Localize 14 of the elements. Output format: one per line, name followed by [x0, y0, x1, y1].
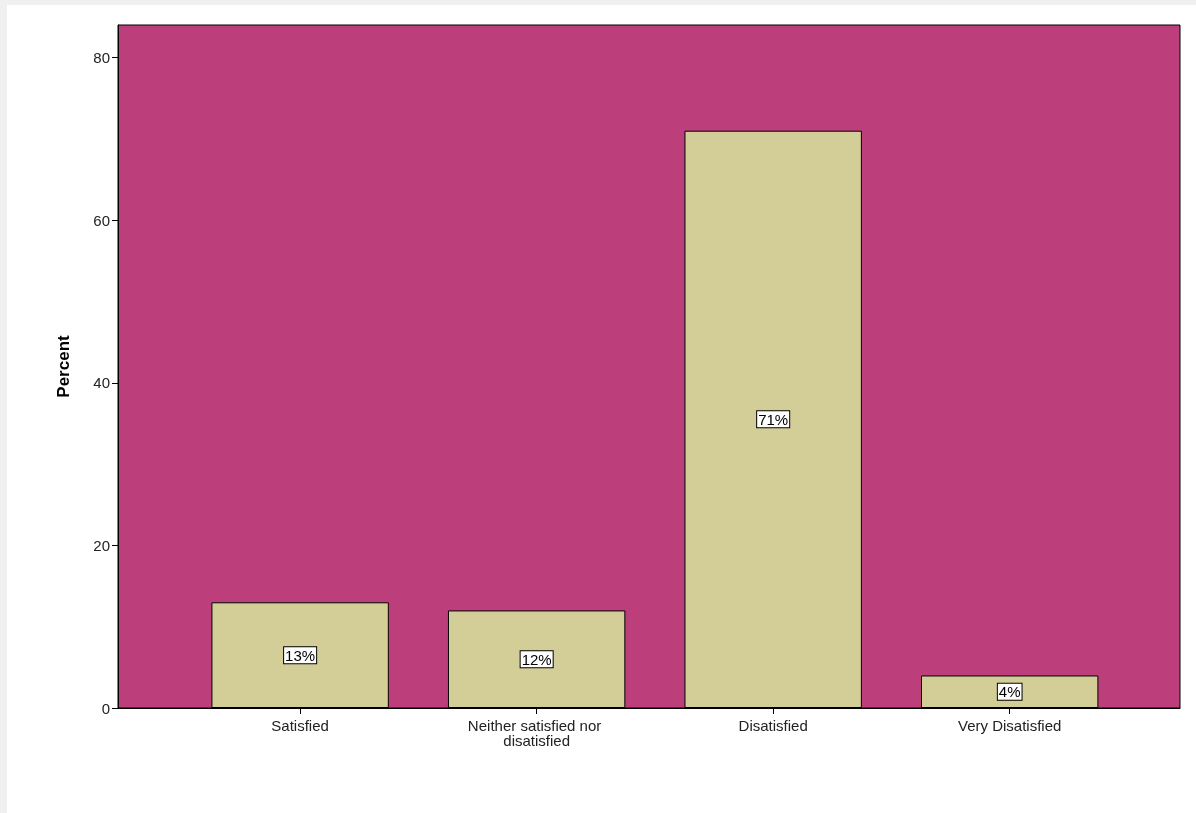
y-axis-title: Percent	[54, 334, 73, 398]
y-tick-label: 80	[93, 49, 110, 67]
data-label: 13%	[285, 646, 316, 664]
y-tick-label: 20	[93, 536, 110, 554]
x-tick-label: Disatisfied	[738, 717, 808, 734]
y-tick-label: 60	[93, 211, 110, 229]
data-label: 12%	[521, 650, 552, 668]
y-tick-label: 0	[101, 699, 110, 717]
y-tick-label: 40	[93, 374, 110, 392]
x-tick-label: Satisfied	[271, 717, 329, 734]
x-tick-label: Neither satisfied nor disatisfied	[467, 717, 606, 749]
data-label: 4%	[998, 683, 1021, 701]
data-label: 71%	[758, 410, 789, 428]
x-tick-label: Very Disatisfied	[958, 717, 1062, 734]
